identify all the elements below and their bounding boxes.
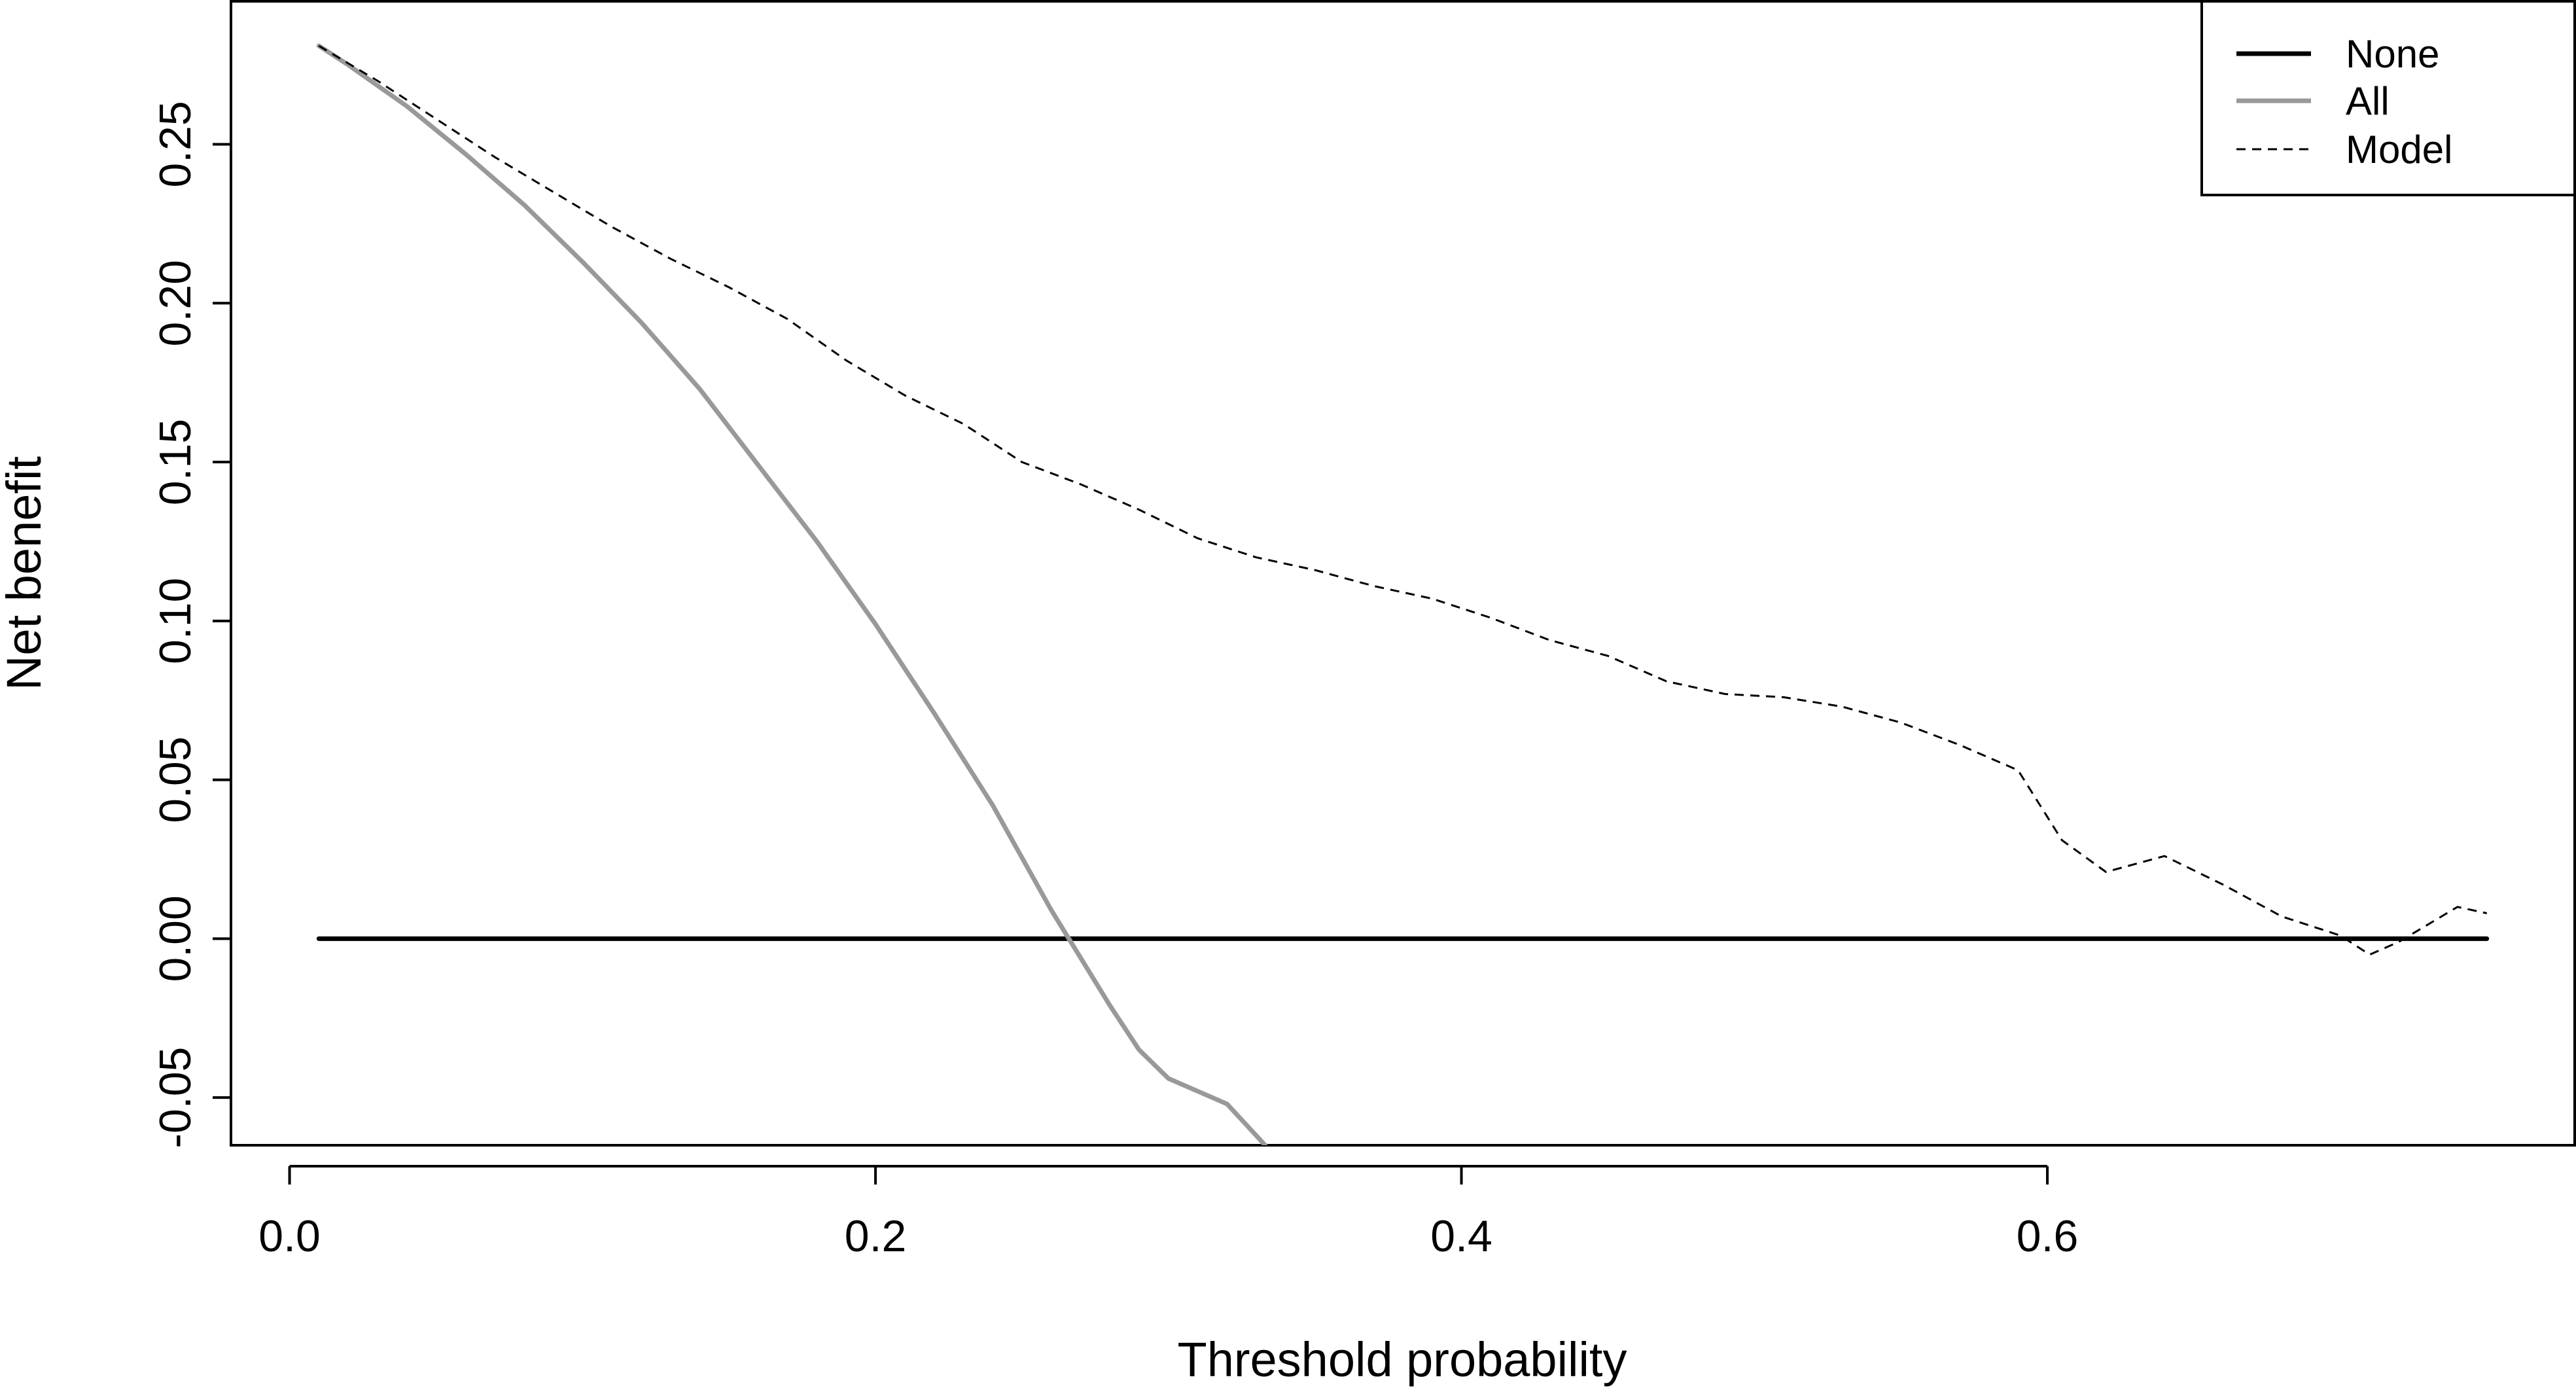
y-tick-label: 0.00 <box>150 895 200 982</box>
y-tick-label: 0.20 <box>150 260 200 346</box>
plot-frame <box>230 0 2576 1147</box>
y-tick-label: 0.25 <box>150 101 200 187</box>
y-tick-label: 0.10 <box>150 578 200 664</box>
x-tick-label: 0.4 <box>1430 1211 1492 1261</box>
y-tick-label: 0.05 <box>150 736 200 823</box>
x-axis-title: Threshold probability <box>1178 1332 1627 1387</box>
legend-box <box>2200 0 2576 196</box>
y-axis: -0.05 0.00 0.05 0.10 0.15 0.20 0.25 <box>150 101 231 1149</box>
y-tick-label: -0.05 <box>150 1047 200 1149</box>
series-line-all <box>316 43 1268 1145</box>
x-tick-label: 0.2 <box>845 1211 907 1261</box>
y-tick-label: 0.15 <box>150 419 200 505</box>
series-line-model <box>318 45 2488 956</box>
x-axis: 0.0 0.2 0.4 0.6 <box>258 1165 2079 1261</box>
legend-label-model: Model <box>2346 128 2452 171</box>
legend-label-all: All <box>2346 79 2390 123</box>
x-tick-label: 0.6 <box>2017 1211 2079 1261</box>
y-axis-title: Net benefit <box>0 456 51 690</box>
series-layer <box>316 43 2490 1145</box>
x-tick-label: 0.0 <box>258 1211 321 1261</box>
legend-label-none: None <box>2346 32 2439 76</box>
